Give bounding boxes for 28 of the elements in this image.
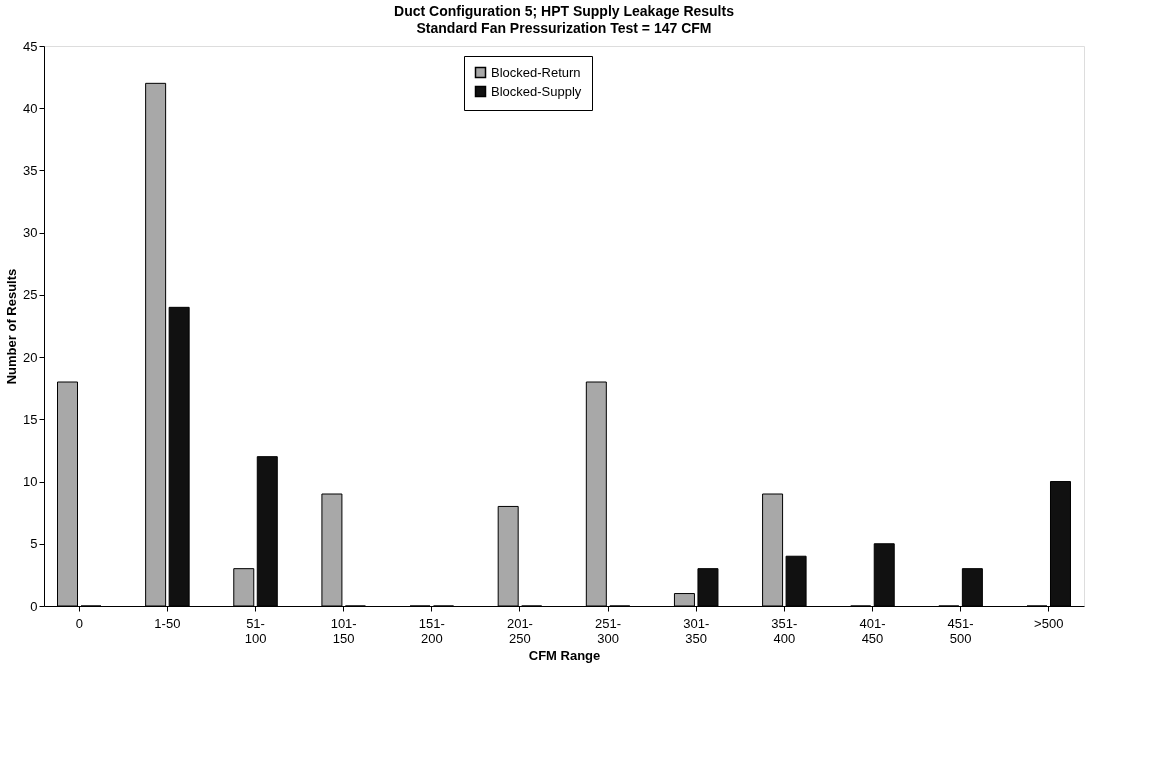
x-axis-title: CFM Range xyxy=(528,647,601,663)
x-tick-label: 451- 500 xyxy=(947,615,974,646)
x-tick-label: 401- 450 xyxy=(859,615,886,646)
y-tick-label: 5 xyxy=(30,536,38,552)
x-tick-label: 51- 100 xyxy=(244,615,267,646)
legend-label: Blocked-Supply xyxy=(491,83,582,99)
y-axis-title: Number of Results xyxy=(4,268,20,385)
y-tick-label: 40 xyxy=(23,100,38,116)
x-tick-label: 0 xyxy=(75,615,83,631)
x-tick-label: 201- 250 xyxy=(506,615,533,646)
legend-label: Blocked-Return xyxy=(491,64,581,80)
x-tick-label: 301- 350 xyxy=(683,615,710,646)
chart-subtitle: Standard Fan Pressurization Test = 147 CFM xyxy=(416,20,712,36)
x-tick-label: 101- 150 xyxy=(330,615,357,646)
x-tick-label: >500 xyxy=(1034,615,1064,631)
y-tick-label: 45 xyxy=(23,38,38,54)
y-tick-label: 20 xyxy=(23,349,38,365)
x-tick-label: 1-50 xyxy=(154,615,181,631)
x-tick-label: 251- 300 xyxy=(595,615,622,646)
y-tick-label: 30 xyxy=(23,225,38,241)
x-tick-label: 151- 200 xyxy=(418,615,445,646)
y-tick-label: 10 xyxy=(23,474,38,490)
chart-title: Duct Configuration 5; HPT Supply Leakage Results xyxy=(394,3,735,19)
y-tick-label: 0 xyxy=(30,598,38,614)
y-tick-label: 15 xyxy=(23,411,38,427)
y-tick-label: 35 xyxy=(23,162,38,178)
y-tick-label: 25 xyxy=(23,287,38,303)
x-tick-label: 351- 400 xyxy=(771,615,798,646)
